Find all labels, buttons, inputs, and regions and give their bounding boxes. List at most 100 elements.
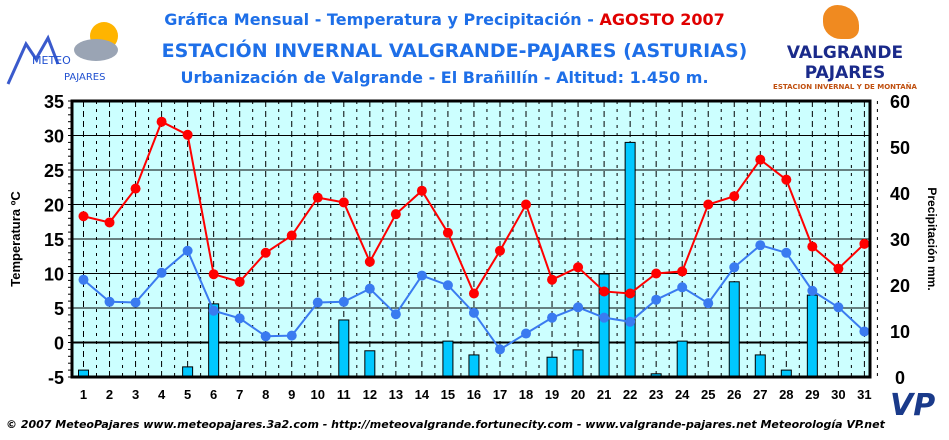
x-tick-label: 4: [158, 387, 166, 402]
data-point: [78, 274, 89, 285]
bird-emblem-icon: [823, 5, 859, 39]
y2-tick-label: 60: [890, 92, 910, 112]
data-point: [104, 296, 115, 307]
x-tick-label: 6: [210, 387, 217, 402]
x-tick-label: 11: [337, 387, 351, 402]
valgrande-pajares-logo: VALGRANDE PAJARES ESTACION INVERNAL Y DE…: [745, 5, 945, 91]
x-tick-label: 31: [857, 387, 871, 402]
data-point: [859, 326, 870, 337]
x-tick-label: 9: [288, 387, 295, 402]
x-tick-label: 20: [571, 387, 585, 402]
data-point: [807, 241, 818, 252]
x-tick-label: 14: [415, 387, 430, 402]
x-tick-label: 23: [649, 387, 663, 402]
vp-logo: VP: [890, 388, 936, 423]
x-tick-label: 5: [184, 387, 191, 402]
y-tick-label: 0: [54, 334, 64, 354]
plot-border: [70, 99, 872, 379]
y2-tick-label: 40: [890, 184, 910, 204]
x-tick-label: 17: [493, 387, 507, 402]
y-tick-label: 15: [44, 230, 64, 250]
precipitation-bar: [442, 340, 454, 378]
y2-tick-label: 0: [895, 368, 905, 388]
logo-text-meteo: METEO: [32, 54, 71, 67]
x-tick-label: 16: [467, 387, 481, 402]
data-point: [807, 285, 818, 296]
data-point: [833, 302, 844, 313]
x-tick-label: 12: [363, 387, 377, 402]
precipitation-bar: [546, 356, 558, 378]
data-point: [573, 262, 584, 273]
y-tick-label: 10: [44, 265, 64, 285]
data-point: [677, 266, 688, 277]
y-tick-label: 35: [44, 92, 64, 112]
footer-credits: © 2007 MeteoPajares www.meteopajares.3a2…: [6, 418, 885, 431]
data-point: [468, 288, 479, 299]
data-point: [442, 227, 453, 238]
x-tick-label: 7: [236, 387, 243, 402]
x-tick-label: 26: [727, 387, 741, 402]
x-tick-label: 1: [80, 387, 87, 402]
data-point: [156, 267, 167, 278]
data-point: [468, 307, 479, 318]
data-point: [547, 312, 558, 323]
data-point: [208, 305, 219, 316]
precipitation-bar: [572, 349, 584, 378]
x-tick-label: 15: [441, 387, 455, 402]
x-tick-label: 29: [805, 387, 819, 402]
meteopajares-logo: METEO PAJARES: [6, 14, 131, 94]
data-point: [234, 276, 245, 287]
data-point: [130, 183, 141, 194]
data-point: [547, 274, 558, 285]
precipitation-bar: [728, 281, 740, 378]
data-point: [651, 268, 662, 279]
data-point: [286, 330, 297, 341]
data-point: [182, 129, 193, 140]
x-tick-label: 30: [831, 387, 845, 402]
logo-right-sub: ESTACION INVERNAL Y DE MONTAÑA: [773, 83, 917, 91]
data-point: [364, 283, 375, 294]
data-point: [781, 247, 792, 258]
logo-text-pajares: PAJARES: [64, 72, 106, 83]
y-axis-label: Temperatura ºC: [8, 191, 23, 287]
y-tick-label: 30: [44, 127, 64, 147]
x-tick-label: 25: [701, 387, 715, 402]
y-tick-label: -5: [48, 368, 64, 388]
precipitation-bar: [806, 294, 818, 378]
x-tick-label: 22: [623, 387, 637, 402]
data-point: [156, 116, 167, 127]
x-tick-label: 28: [779, 387, 793, 402]
x-tick-label: 18: [519, 387, 533, 402]
y-tick-label: 25: [44, 161, 64, 181]
data-point: [390, 209, 401, 220]
y2-tick-label: 50: [890, 138, 910, 158]
precipitation-bar: [624, 141, 636, 378]
data-point: [833, 263, 844, 274]
y2-tick-label: 10: [890, 322, 910, 342]
precipitation-bar: [338, 319, 350, 378]
x-tick-label: 13: [389, 387, 403, 402]
chart-title: Gráfica Mensual - Temperatura y Precipit…: [0, 10, 919, 29]
data-point: [494, 344, 505, 355]
data-point: [521, 199, 532, 210]
data-point: [755, 154, 766, 165]
data-point: [338, 296, 349, 307]
data-point: [521, 328, 532, 339]
x-tick-label: 3: [132, 387, 139, 402]
precipitation-bar: [676, 340, 688, 378]
x-tick-label: 24: [675, 387, 690, 402]
data-point: [312, 297, 323, 308]
precipitation-bar: [364, 350, 376, 378]
x-tick-label: 19: [545, 387, 559, 402]
y2-tick-label: 20: [890, 276, 910, 296]
data-point: [677, 282, 688, 293]
station-name: ESTACIÓN INVERNAL VALGRANDE-PAJARES (AST…: [161, 40, 748, 62]
data-point: [260, 331, 271, 342]
data-point: [651, 294, 662, 305]
title-month: AGOSTO 2007: [599, 10, 725, 29]
data-point: [260, 247, 271, 258]
data-point: [729, 191, 740, 202]
data-point: [625, 288, 636, 299]
data-point: [599, 286, 610, 297]
data-point: [859, 238, 870, 249]
